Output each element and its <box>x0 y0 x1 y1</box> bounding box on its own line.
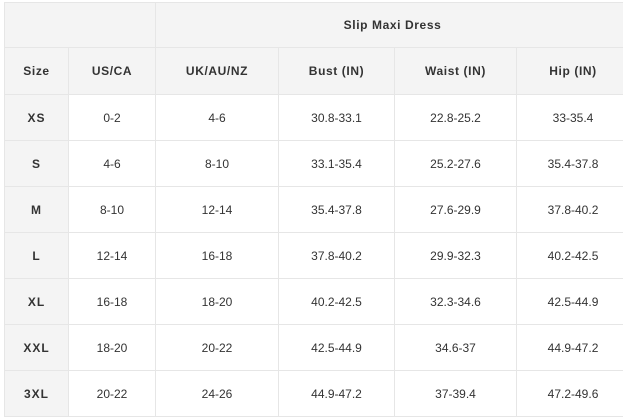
cell-hip: 42.5-44.9 <box>515 278 623 325</box>
cell-us-ca: 18-20 <box>68 324 156 371</box>
column-header-size: Size <box>4 47 69 95</box>
cell-bust: 30.8-33.1 <box>278 94 395 141</box>
table-row: XL 16-18 18-20 40.2-42.5 32.3-34.6 42.5-44.9 <box>4 278 623 325</box>
cell-uk-au-nz: 20-22 <box>155 324 279 371</box>
column-header-waist: Waist (IN) <box>394 47 517 95</box>
cell-waist: 25.2-27.6 <box>394 140 517 187</box>
cell-uk-au-nz: 24-26 <box>155 370 279 417</box>
cell-hip: 37.8-40.2 <box>515 186 623 233</box>
column-header-us-ca: US/CA <box>68 47 156 95</box>
table-body: XS 0-2 4-6 30.8-33.1 22.8-25.2 33-35.4 S 4-6 8-1… <box>4 94 623 417</box>
column-header-bust: Bust (IN) <box>278 47 395 95</box>
cell-bust: 40.2-42.5 <box>278 278 395 325</box>
header-row: Size US/CA UK/AU/NZ Bust (IN) Waist (IN) Hip … <box>4 47 623 95</box>
size-label: M <box>4 186 69 233</box>
cell-us-ca: 12-14 <box>68 232 156 279</box>
cell-uk-au-nz: 8-10 <box>155 140 279 187</box>
cell-hip: 33-35.4 <box>515 94 623 141</box>
table-row: XXL 18-20 20-22 42.5-44.9 34.6-37 44.9-47.2 <box>4 324 623 371</box>
cell-uk-au-nz: 18-20 <box>155 278 279 325</box>
column-header-uk-au-nz: UK/AU/NZ <box>155 47 279 95</box>
table-row: S 4-6 8-10 33.1-35.4 25.2-27.6 35.4-37.8 <box>4 140 623 187</box>
cell-hip: 47.2-49.6 <box>515 370 623 417</box>
size-chart-table: Slip Maxi Dress Size US/CA UK/AU/NZ Bust (I… <box>4 2 623 417</box>
cell-waist: 22.8-25.2 <box>394 94 517 141</box>
cell-uk-au-nz: 12-14 <box>155 186 279 233</box>
table-row: 3XL 20-22 24-26 44.9-47.2 37-39.4 47.2-49.6 <box>4 370 623 417</box>
cell-bust: 42.5-44.9 <box>278 324 395 371</box>
table-row: L 12-14 16-18 37.8-40.2 29.9-32.3 40.2-42.5 <box>4 232 623 279</box>
cell-bust: 44.9-47.2 <box>278 370 395 417</box>
cell-uk-au-nz: 16-18 <box>155 232 279 279</box>
cell-waist: 27.6-29.9 <box>394 186 517 233</box>
cell-bust: 33.1-35.4 <box>278 140 395 187</box>
cell-us-ca: 16-18 <box>68 278 156 325</box>
cell-waist: 34.6-37 <box>394 324 517 371</box>
cell-hip: 35.4-37.8 <box>515 140 623 187</box>
table-row: M 8-10 12-14 35.4-37.8 27.6-29.9 37.8-40.2 <box>4 186 623 233</box>
table-row: XS 0-2 4-6 30.8-33.1 22.8-25.2 33-35.4 <box>4 94 623 141</box>
cell-waist: 29.9-32.3 <box>394 232 517 279</box>
table-title: Slip Maxi Dress <box>154 2 623 48</box>
column-header-hip: Hip (IN) <box>515 47 623 95</box>
size-label: XXL <box>4 324 69 371</box>
size-label: S <box>4 140 69 187</box>
cell-us-ca: 20-22 <box>68 370 156 417</box>
cell-us-ca: 8-10 <box>68 186 156 233</box>
size-label: L <box>4 232 69 279</box>
cell-us-ca: 0-2 <box>68 94 156 141</box>
cell-hip: 40.2-42.5 <box>515 232 623 279</box>
size-label: XS <box>4 94 69 141</box>
cell-waist: 37-39.4 <box>394 370 517 417</box>
cell-bust: 37.8-40.2 <box>278 232 395 279</box>
cell-uk-au-nz: 4-6 <box>155 94 279 141</box>
size-label: 3XL <box>4 370 69 417</box>
cell-waist: 32.3-34.6 <box>394 278 517 325</box>
title-row: Slip Maxi Dress <box>4 2 623 48</box>
title-spacer <box>4 2 156 48</box>
cell-bust: 35.4-37.8 <box>278 186 395 233</box>
cell-us-ca: 4-6 <box>68 140 156 187</box>
cell-hip: 44.9-47.2 <box>515 324 623 371</box>
size-label: XL <box>4 278 69 325</box>
